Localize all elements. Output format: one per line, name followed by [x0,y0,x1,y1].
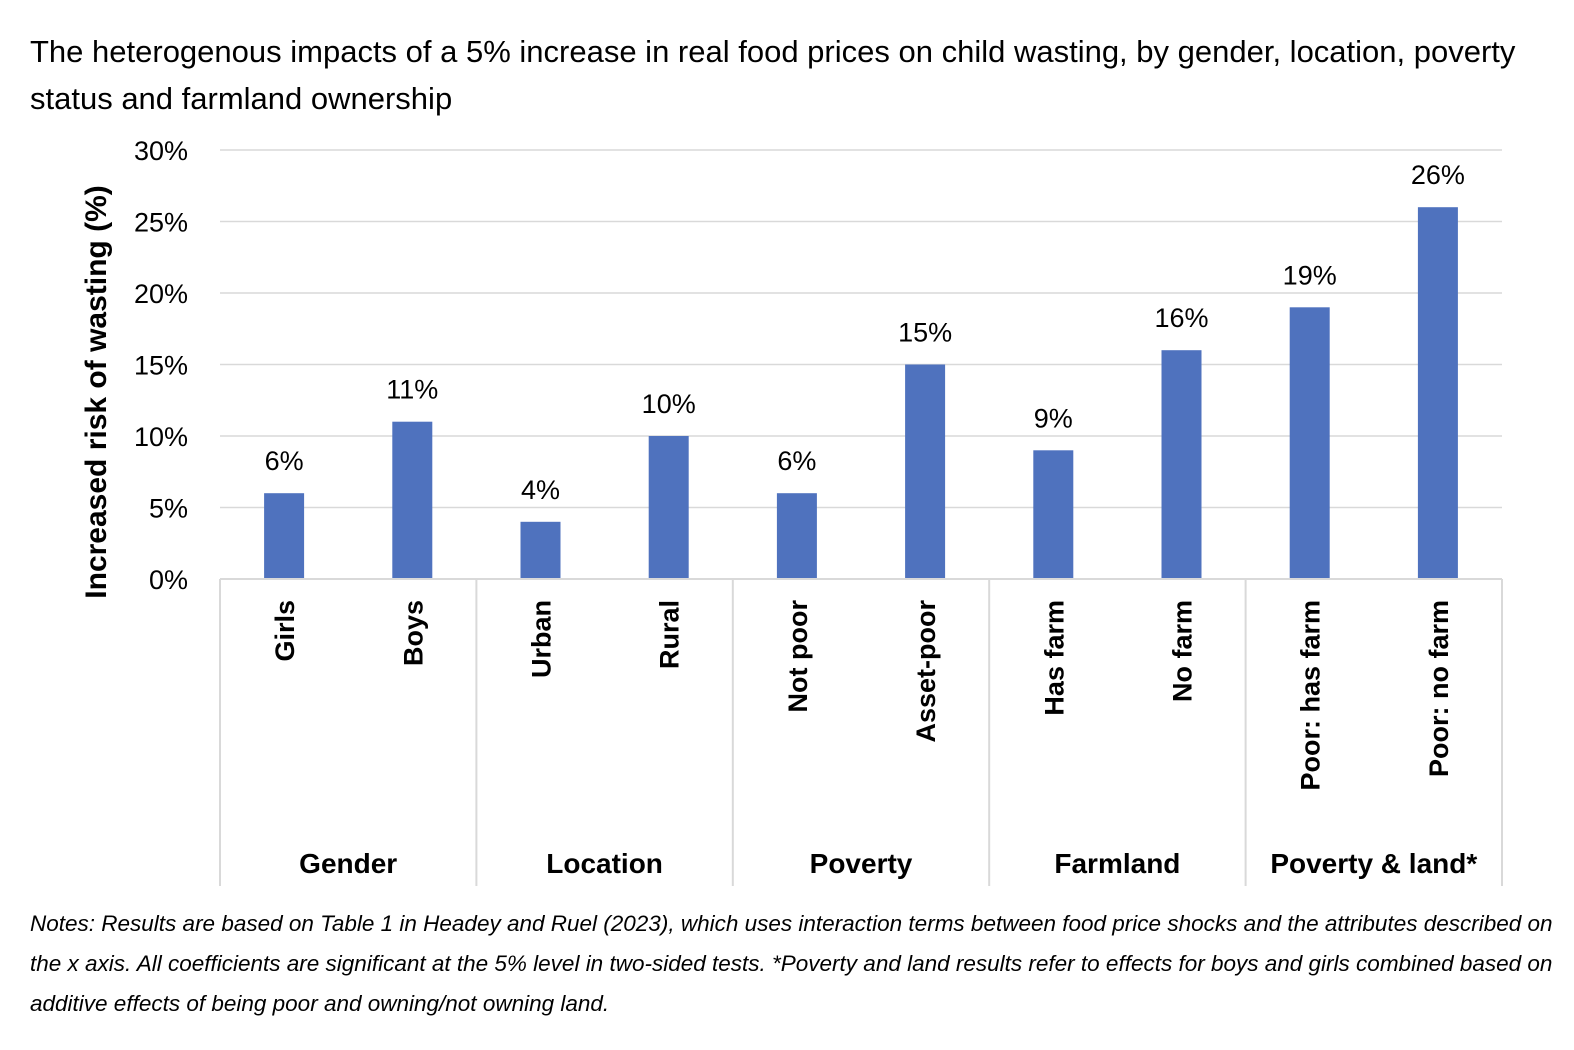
bar [1417,207,1458,579]
y-axis-label: Increased risk of wasting (%) [80,185,113,598]
data-label: 4% [521,475,560,505]
x-tick-label: Has farm [1039,600,1069,716]
x-tick-label: Not poor [783,600,813,713]
bars: 6% 11% 4% 10% 6% 15% 9% 16% 19% 26% [264,160,1465,579]
y-tick-label: 30% [134,136,188,166]
data-label: 6% [777,446,816,476]
x-tick-label: Girls [270,600,300,662]
data-label: 11% [386,375,438,405]
bar [905,364,946,579]
bar [264,493,305,579]
x-tick-label: Urban [527,600,557,678]
data-label: 15% [898,318,952,348]
bar-chart: 6% 11% 4% 10% 6% 15% 9% 16% 19% 26% 0% 5% 10% 15% 20%… [80,136,1503,886]
x-tick-label: Rural [655,600,685,669]
data-label: 6% [265,446,304,476]
bar [1033,450,1074,579]
bar [1289,307,1330,579]
chart-title: The heterogenous impacts of a 5% increas… [30,34,1516,116]
y-tick-label: 15% [134,351,188,381]
group-label: Gender [299,848,397,879]
y-tick-label: 0% [149,565,188,595]
group-label: Poverty [810,848,913,879]
data-label: 10% [642,389,696,419]
bar [1161,350,1202,579]
bar [520,521,561,579]
chart-notes: Notes: Results are based on Table 1 in H… [30,911,1553,1016]
bar [392,421,433,579]
y-tick-label: 20% [134,279,188,309]
y-tick-label: 5% [149,494,188,524]
y-tick-label: 10% [134,422,188,452]
group-label: Location [546,848,663,879]
axes: 0% 5% 10% 15% 20% 25% 30% Girls Boys Urban Rural No… [134,136,1503,886]
gridlines [220,149,1502,509]
bar [648,436,689,579]
data-label: 16% [1154,303,1208,333]
data-label: 19% [1283,260,1337,290]
y-tick-label: 25% [134,208,188,238]
x-tick-label: Boys [398,600,428,666]
x-tick-label: Poor: no farm [1424,600,1454,777]
x-tick-label: No farm [1168,600,1198,702]
group-label: Poverty & land* [1270,848,1477,879]
x-tick-label: Asset-poor [911,600,941,743]
group-label: Farmland [1054,848,1180,879]
data-label: 26% [1411,160,1465,190]
x-tick-label: Poor: has farm [1296,600,1326,791]
bar [776,493,817,579]
data-label: 9% [1034,403,1073,433]
